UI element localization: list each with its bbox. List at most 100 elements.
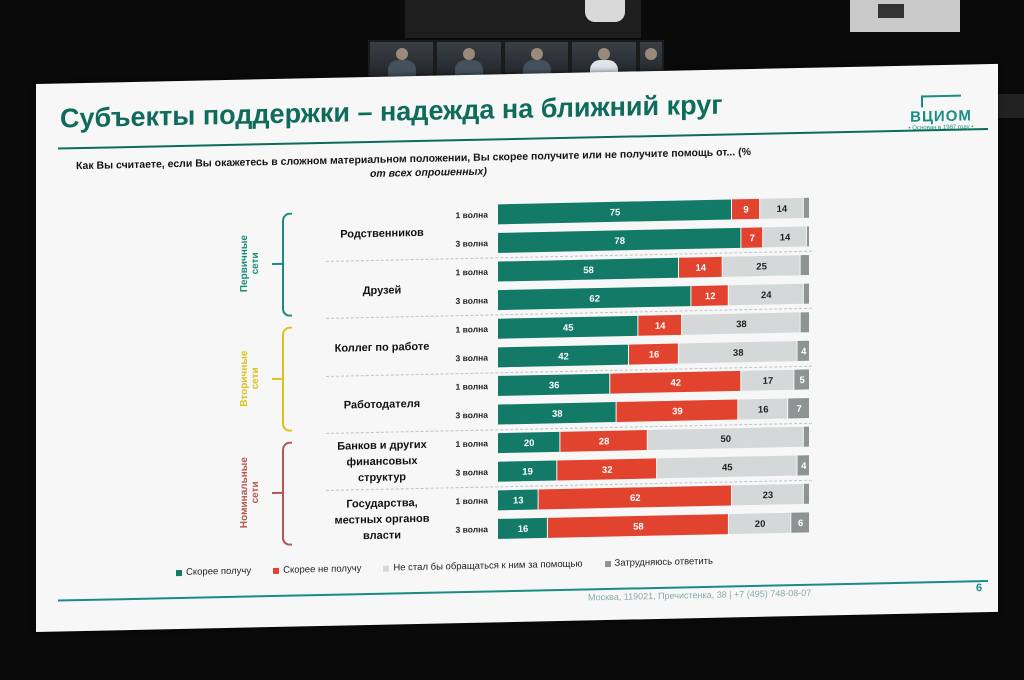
data-label: 32 [602,465,613,476]
bar-segment [557,458,657,481]
data-label: 36 [549,380,560,391]
data-label: 6 [798,518,803,529]
bar-segment [498,517,547,539]
participant-tile[interactable] [572,42,636,76]
presentation-slide: Субъекты поддержки – надежда на ближний … [36,63,998,632]
bar-segment [560,430,647,452]
bar-segment [732,483,803,506]
wave-label: 3 волна [456,295,489,306]
data-label: 16 [649,349,660,360]
data-label: 16 [758,404,769,415]
bar-segment [803,426,809,447]
bar-segment [741,227,763,248]
legend-swatch-gray [604,560,611,567]
legend-label: Скорее не получу [283,563,362,576]
data-label: 4 [801,461,807,472]
bar-segment [738,398,788,420]
bar-segment [538,485,731,510]
stacked-bar-chart: 1 волна 75 9 143 волна 78 7 141 волна 58 14 253 в… [456,197,810,539]
data-label: 62 [630,493,641,504]
participant-tile[interactable] [370,42,434,76]
data-label: 75 [610,207,621,218]
legend-item: Скорее получу [176,565,251,578]
bar-segment [797,340,809,362]
legend-item: Затрудняюсь ответить [604,555,713,569]
bar-segment [763,226,806,248]
bar-segment [806,226,810,247]
wave-label: 1 волна [456,381,489,392]
side-monitor [850,0,960,32]
bar-segment [610,370,741,394]
bar-segment [803,283,809,304]
data-label: 42 [558,351,569,362]
data-label: 42 [671,378,682,389]
footer-contacts: Москва, 119021, Пречистенка, 38 | +7 (49… [588,587,812,603]
bar-segment [691,285,728,307]
legend-swatch-green [176,569,182,576]
bar-segment [788,398,810,419]
bar-segment [679,256,722,278]
bar-segment [498,373,610,396]
bar-segment [800,312,809,333]
data-label: 5 [800,375,806,386]
bar-segment [679,341,797,364]
wave-label: 3 волна [456,238,489,249]
wave-label: 3 волна [456,524,489,535]
page-number: 6 [976,582,983,595]
data-label: 38 [736,319,747,330]
data-label: 38 [733,348,744,359]
wave-label: 1 волна [456,496,489,507]
ceiling-lamp [585,0,625,22]
wave-label: 3 волна [456,467,489,478]
data-label: 24 [761,290,772,301]
monitor-screen [878,4,904,18]
wave-label: 1 волна [456,267,489,278]
data-label: 7 [750,233,755,244]
data-label: 4 [801,346,807,357]
bar-segment [728,512,791,535]
data-label: 7 [796,404,801,415]
bar-segment [647,426,803,450]
data-label: 45 [722,462,733,473]
data-label: 39 [672,406,683,417]
bar-segment [728,283,803,306]
bar-segment [741,369,794,391]
video-participants-strip [368,40,664,78]
data-label: 25 [756,261,767,272]
wave-label: 1 волна [456,210,489,221]
bar-segment [498,286,691,311]
bar-segment [498,199,731,225]
bar-segment [803,197,809,218]
bar-segment [657,455,797,479]
footer-rule [58,580,988,602]
bar-segment [803,483,809,504]
wave-label: 1 волна [456,438,489,449]
bar-segment [616,399,738,423]
bar-segment [797,455,809,476]
participant-tile[interactable] [437,42,501,76]
data-label: 14 [780,232,791,243]
data-label: 78 [614,236,625,247]
data-label: 14 [696,263,707,274]
participant-tile[interactable] [639,42,663,76]
bar-segment [547,514,728,538]
data-label: 14 [655,321,666,332]
bar-segment [498,460,557,482]
data-label: 20 [524,438,535,449]
participant-tile[interactable] [504,42,569,76]
bar-segment [498,402,616,425]
bar-segment [638,314,682,336]
bar-segment [498,489,538,511]
data-label: 50 [721,434,732,445]
bar-segment [760,197,803,219]
camera-feed-top [405,0,641,38]
bar-segment [498,227,741,253]
bar-segment [629,343,678,365]
bar-segment [682,312,800,335]
legend-swatch-light [383,565,390,572]
data-label: 13 [513,495,524,506]
bar-segment [498,431,560,454]
data-label: 58 [633,521,644,532]
legend-label: Скорее получу [186,565,252,578]
legend-label: Затрудняюсь ответить [614,555,713,569]
